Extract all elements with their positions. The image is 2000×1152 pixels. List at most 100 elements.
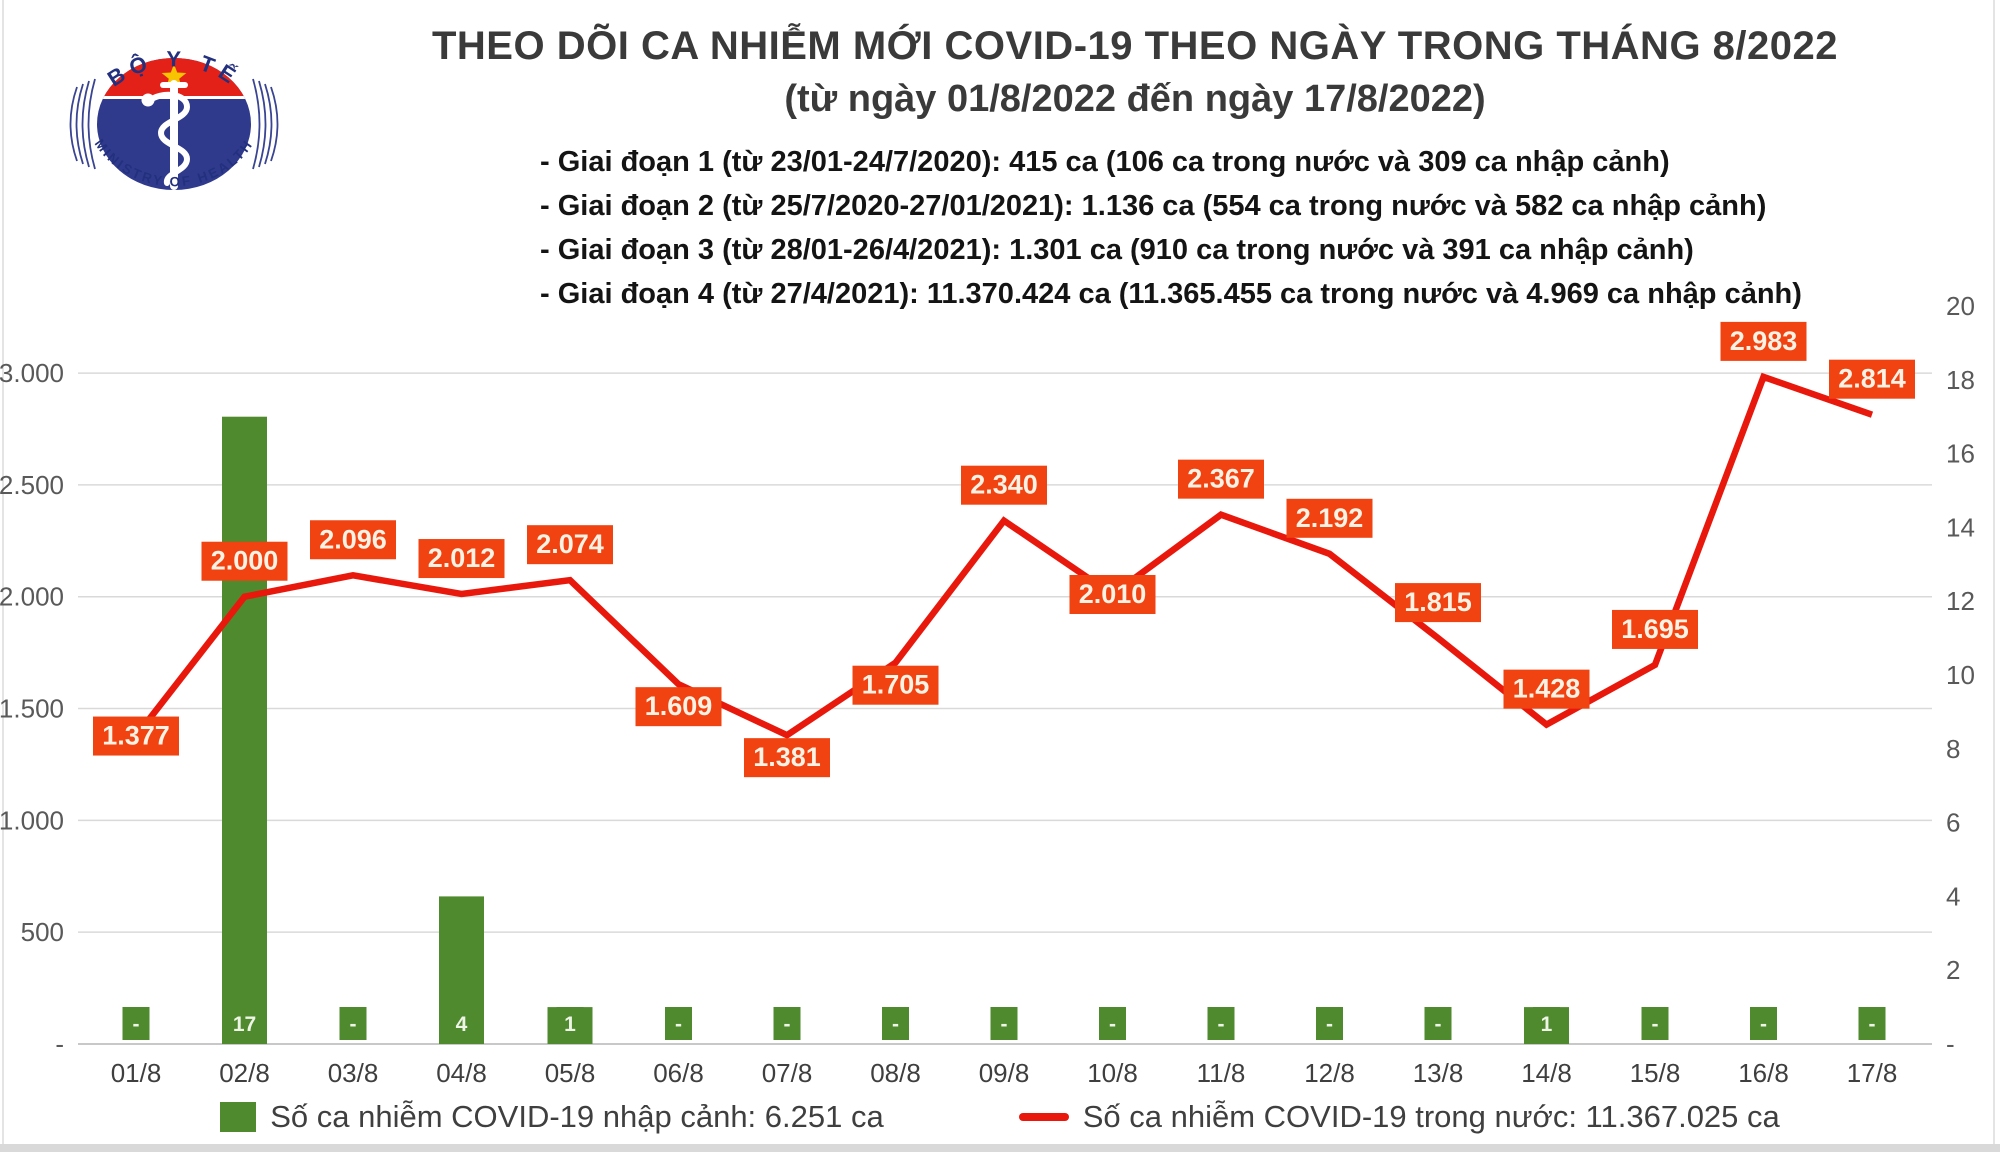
line-point-label: 2.983: [1730, 326, 1798, 356]
line-point-label-box: [310, 520, 396, 560]
bar-value-badge: [1207, 1007, 1235, 1040]
line-point-label-box: [1395, 583, 1481, 623]
x-tick-label: 07/8: [762, 1058, 813, 1088]
bar-value-badge: [339, 1007, 367, 1040]
y-tick-label-left: 3.000: [0, 358, 64, 388]
bar-value-label: -: [1109, 1013, 1116, 1036]
x-tick-label: 11/8: [1197, 1058, 1246, 1088]
y-tick-label-left: 1.500: [0, 694, 64, 724]
bar-value-label: 1: [1541, 1013, 1553, 1036]
bar-value-label: -: [1652, 1013, 1659, 1036]
line-point-label-box: [1612, 609, 1698, 649]
bar-value-badge: [448, 1007, 475, 1040]
line-point-label: 2.012: [428, 543, 496, 573]
line-series: [133, 372, 1874, 739]
phase-note-2: - Giai đoạn 2 (từ 25/7/2020-27/01/2021):…: [540, 190, 1767, 222]
page-title: THEO DÕI CA NHIỄM MỚI COVID-19 THEO NGÀY…: [431, 24, 1839, 68]
x-tick-label: 03/8: [328, 1058, 379, 1088]
line-point-label: 1.815: [1404, 587, 1472, 617]
bar-value-label: -: [1326, 1013, 1333, 1036]
bar-value-badge: [1750, 1007, 1777, 1040]
x-tick-label: 08/8: [870, 1058, 921, 1088]
logo-caduceus-icon: [141, 80, 191, 190]
line-point-label-box: [1178, 459, 1264, 499]
line-point-label: 1.381: [753, 742, 821, 772]
y-tick-label-right: -: [1946, 1029, 1955, 1059]
y-tick-label-left: -: [55, 1029, 64, 1059]
bar-value-badge: [1099, 1007, 1126, 1040]
bar-value-label: 1: [564, 1013, 576, 1036]
legend-line-marker: [1018, 1113, 1069, 1121]
y-tick-label-right: 16: [1946, 439, 1975, 469]
x-tick-label: 10/8: [1087, 1058, 1138, 1088]
logo-side-arcs: [69, 78, 279, 170]
phase-note-3: - Giai đoạn 3 (từ 28/01-26/4/2021): 1.30…: [540, 234, 1694, 266]
bar-value-label: -: [1869, 1013, 1876, 1036]
window-right-border: [1993, 0, 1995, 1152]
x-tick-label: 13/8: [1413, 1058, 1464, 1088]
x-tick-label: 15/8: [1630, 1058, 1681, 1088]
bar-value-label: -: [1218, 1013, 1225, 1036]
legend-item-imported: Số ca nhiễm COVID-19 nhập cảnh: 6.251 ca: [220, 1099, 884, 1135]
y-tick-label-right: 20: [1946, 291, 1975, 321]
bar-value-badge: [882, 1007, 909, 1040]
page-subtitle: (từ ngày 01/8/2022 đến ngày 17/8/2022): [784, 78, 1486, 120]
line-point-label-box: [1286, 498, 1373, 538]
bar-value-badge: [1858, 1007, 1886, 1040]
legend-square-marker: [220, 1102, 257, 1132]
line-point-label: 1.695: [1621, 614, 1689, 644]
legend-item-domestic: Số ca nhiễm COVID-19 trong nước: 11.367.…: [1018, 1099, 1780, 1135]
legend-domestic-label: Số ca nhiễm COVID-19 trong nước: 11.367.…: [1082, 1099, 1780, 1134]
bar-value-label: -: [1435, 1013, 1442, 1036]
y-tick-label-right: 10: [1946, 660, 1975, 690]
line-point-label-box: [1829, 359, 1915, 399]
line-point-label-box: [527, 525, 613, 565]
bar-value-badge: [1316, 1007, 1343, 1040]
bar-value-badge: [990, 1007, 1018, 1040]
y-tick-label-left: 2.000: [0, 582, 64, 612]
line-point-label: 1.609: [645, 691, 713, 721]
bar-value-label: 4: [456, 1013, 468, 1036]
x-tick-label: 14/8: [1521, 1058, 1572, 1088]
bar-value-label: -: [1001, 1013, 1008, 1036]
bar-value-badge: [665, 1007, 692, 1040]
y-tick-label-right: 2: [1946, 955, 1960, 985]
x-tick-label: 06/8: [653, 1058, 704, 1088]
bar-value-label: -: [784, 1013, 791, 1036]
line-point-label: 1.377: [102, 721, 170, 751]
y-tick-label-right: 12: [1946, 586, 1975, 616]
line-point-label-box: [201, 541, 288, 581]
y-tick-label-right: 4: [1946, 881, 1960, 911]
line-point-label: 2.814: [1838, 364, 1906, 394]
y-tick-label-left: 500: [21, 917, 64, 947]
line-point-label-box: [635, 687, 722, 727]
phase-note-4: - Giai đoạn 4 (từ 27/4/2021): 11.370.424…: [540, 278, 1802, 310]
window-left-border: [2, 0, 4, 1152]
x-tick-label: 12/8: [1304, 1058, 1355, 1088]
y-tick-label-right: 6: [1946, 808, 1960, 838]
line-point-label: 2.074: [536, 529, 604, 559]
chart-legend: Số ca nhiễm COVID-19 nhập cảnh: 6.251 ca…: [0, 1092, 2000, 1142]
line-point-label: 2.367: [1187, 464, 1255, 494]
bar-value-label: -: [350, 1013, 357, 1036]
line-point-label: 2.010: [1079, 579, 1147, 609]
bar-value-label: -: [133, 1013, 140, 1036]
bar-value-badge: [122, 1007, 150, 1040]
line-point-label-box: [961, 465, 1047, 505]
bar-value-badge: [1533, 1007, 1560, 1040]
y-tick-label-left: 2.500: [0, 470, 64, 500]
line-point-label-box: [93, 716, 179, 756]
bar-value-label: -: [892, 1013, 899, 1036]
bar: [222, 416, 267, 1044]
legend-imported-label: Số ca nhiễm COVID-19 nhập cảnh: 6.251 ca: [270, 1099, 884, 1134]
y-tick-label-right: 8: [1946, 734, 1960, 764]
y-tick-label-right: 18: [1946, 365, 1975, 395]
line-point-label-box: [852, 665, 939, 705]
line-point-label: 2.096: [319, 524, 387, 554]
line-point-label-box: [1720, 321, 1807, 361]
line-point-label-box: [418, 539, 505, 579]
y-tick-label-left: 1.000: [0, 805, 64, 835]
bar-value-label: 17: [233, 1013, 256, 1036]
line-point-label-box: [1069, 574, 1156, 614]
